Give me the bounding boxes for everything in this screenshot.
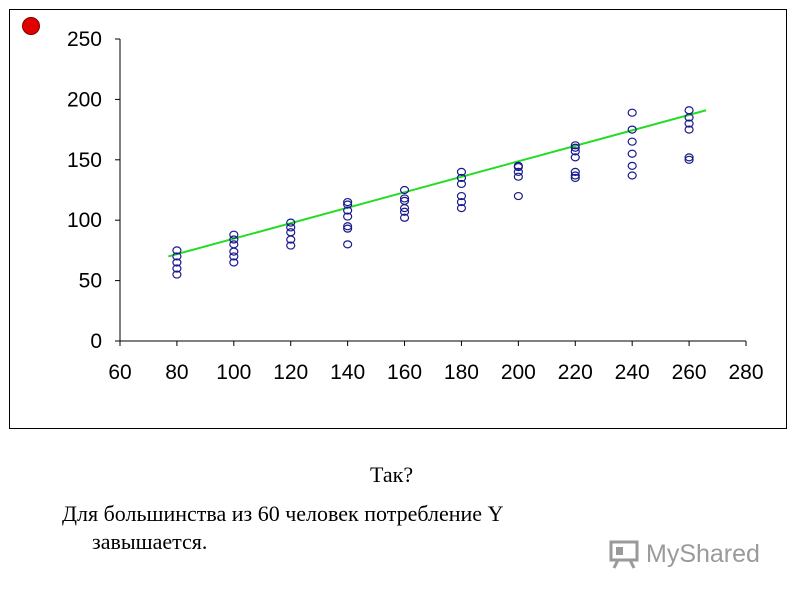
data-point <box>343 212 353 221</box>
data-point <box>229 258 239 267</box>
data-point <box>229 240 239 249</box>
data-point <box>570 171 580 180</box>
x-tick-label: 220 <box>558 361 593 384</box>
caption-question: Так? <box>370 462 414 487</box>
data-point <box>627 171 637 180</box>
data-point <box>343 200 353 209</box>
data-point <box>684 155 694 164</box>
data-point <box>399 185 410 195</box>
data-point <box>286 228 296 237</box>
data-point <box>399 213 410 222</box>
data-point <box>627 137 637 146</box>
caption-text: Для большинства из 60 человек потреблени… <box>62 500 622 556</box>
caption-line-2: завышается. <box>92 529 208 554</box>
data-point <box>684 125 694 134</box>
presentation-board-icon <box>609 540 639 569</box>
x-tick-label: 260 <box>672 361 707 384</box>
x-tick-label: 120 <box>273 361 308 384</box>
data-point <box>513 167 523 176</box>
data-point <box>570 147 580 156</box>
y-tick-label: 0 <box>90 330 102 353</box>
data-point <box>627 149 637 158</box>
data-point <box>229 247 239 256</box>
x-tick-label: 60 <box>108 361 131 384</box>
data-point <box>570 173 580 183</box>
data-point <box>399 207 410 216</box>
data-point <box>229 235 239 244</box>
data-point <box>627 108 637 117</box>
data-point <box>456 197 467 207</box>
y-tick-label: 200 <box>67 88 102 111</box>
data-point <box>229 230 239 239</box>
y-tick-label: 250 <box>67 28 102 51</box>
data-point <box>513 191 523 201</box>
caption-line-1: Для большинства из 60 человек потреблени… <box>62 501 504 526</box>
data-point <box>456 173 467 183</box>
x-tick-label: 140 <box>330 361 365 384</box>
data-point <box>399 196 410 205</box>
data-point <box>627 161 637 170</box>
data-point <box>343 224 353 233</box>
data-point <box>456 191 467 201</box>
data-point <box>286 241 296 250</box>
data-point <box>172 258 182 267</box>
data-point <box>172 252 182 261</box>
data-point <box>343 240 353 249</box>
data-point <box>513 172 523 181</box>
trend-line <box>168 109 707 258</box>
data-point <box>172 270 182 279</box>
x-tick-label: 200 <box>501 361 536 384</box>
data-point <box>570 143 580 152</box>
watermark-text: MyShared <box>646 539 760 568</box>
data-point <box>456 167 467 176</box>
data-point <box>172 264 182 273</box>
scatter-plot: 0 50 100 150 200 250 60 80 100 120 140 160 180 200 220… <box>67 28 764 384</box>
x-tick-label: 100 <box>216 361 251 384</box>
data-point <box>570 167 580 176</box>
red-bullet-icon <box>22 17 40 35</box>
data-point <box>684 106 694 115</box>
data-point <box>172 246 182 255</box>
y-tick-label: 100 <box>67 209 102 232</box>
data-point <box>399 194 410 203</box>
x-tick-label: 280 <box>728 361 763 384</box>
data-point <box>343 206 353 215</box>
data-point <box>684 153 694 162</box>
data-point <box>343 222 353 231</box>
data-point <box>513 161 523 170</box>
y-tick-label: 50 <box>79 270 102 293</box>
data-point <box>343 197 353 207</box>
data-point <box>456 204 467 213</box>
data-point <box>229 252 239 261</box>
x-tick-label: 160 <box>387 361 422 384</box>
data-point <box>286 218 296 227</box>
data-point <box>570 153 580 162</box>
x-tick-label: 80 <box>165 361 188 384</box>
x-tick-label: 240 <box>615 361 650 384</box>
data-point <box>627 125 637 134</box>
data-point <box>456 179 467 189</box>
data-point <box>684 119 694 128</box>
data-point <box>286 223 296 232</box>
chart-frame <box>9 9 787 429</box>
x-tick-label: 180 <box>444 361 479 384</box>
y-tick-label: 150 <box>67 149 102 172</box>
data-point <box>570 141 580 150</box>
watermark: MyShared <box>608 538 760 570</box>
